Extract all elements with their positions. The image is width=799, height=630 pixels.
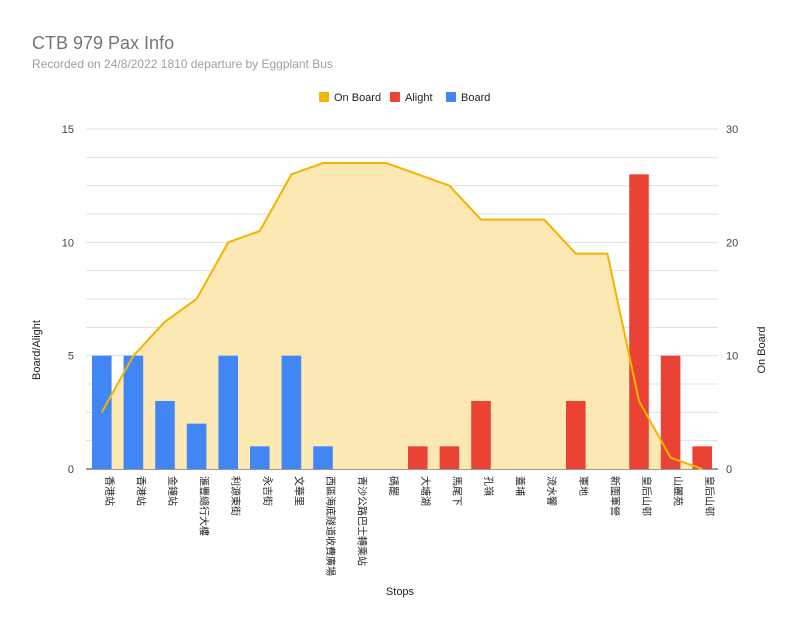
y-axis-right-title: On Board bbox=[756, 326, 768, 373]
x-tick-label: 文華里 bbox=[292, 476, 305, 506]
board-bar bbox=[155, 401, 175, 469]
alight-bar bbox=[629, 174, 649, 470]
y-left-tick-label: 5 bbox=[68, 351, 74, 363]
alight-bar bbox=[439, 446, 460, 469]
on-board-line bbox=[100, 162, 703, 470]
x-tick-label: 皇后山邨 bbox=[703, 476, 716, 516]
board-bar bbox=[123, 355, 144, 469]
board-bar bbox=[186, 423, 207, 469]
on-board-area bbox=[101, 163, 703, 469]
x-tick-label: 山麗苑 bbox=[672, 476, 685, 506]
x-tick-label: 金鐘站 bbox=[166, 476, 179, 506]
legend-label: On Board bbox=[334, 92, 381, 104]
legend-label: Alight bbox=[405, 92, 433, 104]
x-tick-label: 軍地 bbox=[577, 476, 590, 496]
y-left-tick-label: 0 bbox=[68, 464, 74, 476]
legend: On Board Alight Board bbox=[319, 92, 490, 104]
board-bar bbox=[250, 446, 270, 469]
x-tick-label: 馬尾下 bbox=[450, 476, 462, 506]
legend-swatch bbox=[319, 92, 329, 102]
board-bar bbox=[313, 446, 333, 469]
y-right-tick-label: 30 bbox=[726, 124, 738, 136]
on-board-series-line bbox=[100, 162, 703, 470]
x-tick-label: 西區海底隧道收費廣場 bbox=[324, 476, 337, 576]
alight-bar bbox=[408, 446, 428, 469]
alight-bar bbox=[471, 401, 491, 469]
x-tick-label: 香港站 bbox=[103, 476, 116, 506]
x-tick-label: 滙豐總行大樓 bbox=[198, 476, 211, 536]
x-tick-label: 新圍軍營 bbox=[608, 476, 621, 516]
bars bbox=[92, 174, 712, 470]
y-right-tick-label: 10 bbox=[726, 351, 738, 363]
x-tick-label: 利源東街 bbox=[229, 476, 242, 516]
x-tick-label: 青沙公路巴士轉乘站 bbox=[356, 476, 369, 566]
x-axis-title: Stops bbox=[386, 586, 415, 598]
x-tick-label: 皇后山邨 bbox=[640, 476, 653, 516]
on-board-area-fill bbox=[101, 163, 703, 469]
x-tick-label: 永吉街 bbox=[261, 476, 274, 506]
x-tick-label: 碼罷 bbox=[387, 476, 399, 496]
axes: 0 5 10 15 0 10 20 30 香港站 香港站 金鐘站 滙豐總行大樓 利源東街 永吉街 文華里 西區… bbox=[62, 124, 739, 576]
y-left-tick-label: 10 bbox=[62, 237, 74, 249]
y-left-tick-label: 15 bbox=[62, 124, 74, 136]
y-right-tick-label: 20 bbox=[726, 237, 738, 249]
alight-bar bbox=[692, 446, 712, 469]
alight-bar bbox=[660, 355, 681, 469]
chart-subtitle: Recorded on 24/8/2022 1810 departure by … bbox=[32, 57, 333, 71]
board-bar bbox=[281, 355, 302, 469]
chart-title: CTB 979 Pax Info bbox=[32, 33, 175, 53]
y-axis-left-title: Board/Alight bbox=[31, 320, 43, 380]
x-tick-label: 蓋埔 bbox=[514, 476, 527, 496]
legend-swatch bbox=[390, 92, 400, 102]
x-tick-label: 流水響 bbox=[545, 476, 558, 506]
alight-bar bbox=[566, 401, 586, 469]
board-bar bbox=[218, 355, 238, 469]
y-right-tick-label: 0 bbox=[726, 464, 732, 476]
x-tick-label: 孔嶺 bbox=[482, 476, 494, 496]
x-tick-label: 大塘湖 bbox=[419, 476, 432, 506]
legend-swatch bbox=[446, 92, 456, 102]
legend-label: Board bbox=[461, 92, 490, 104]
x-tick-label: 香港站 bbox=[134, 476, 147, 506]
